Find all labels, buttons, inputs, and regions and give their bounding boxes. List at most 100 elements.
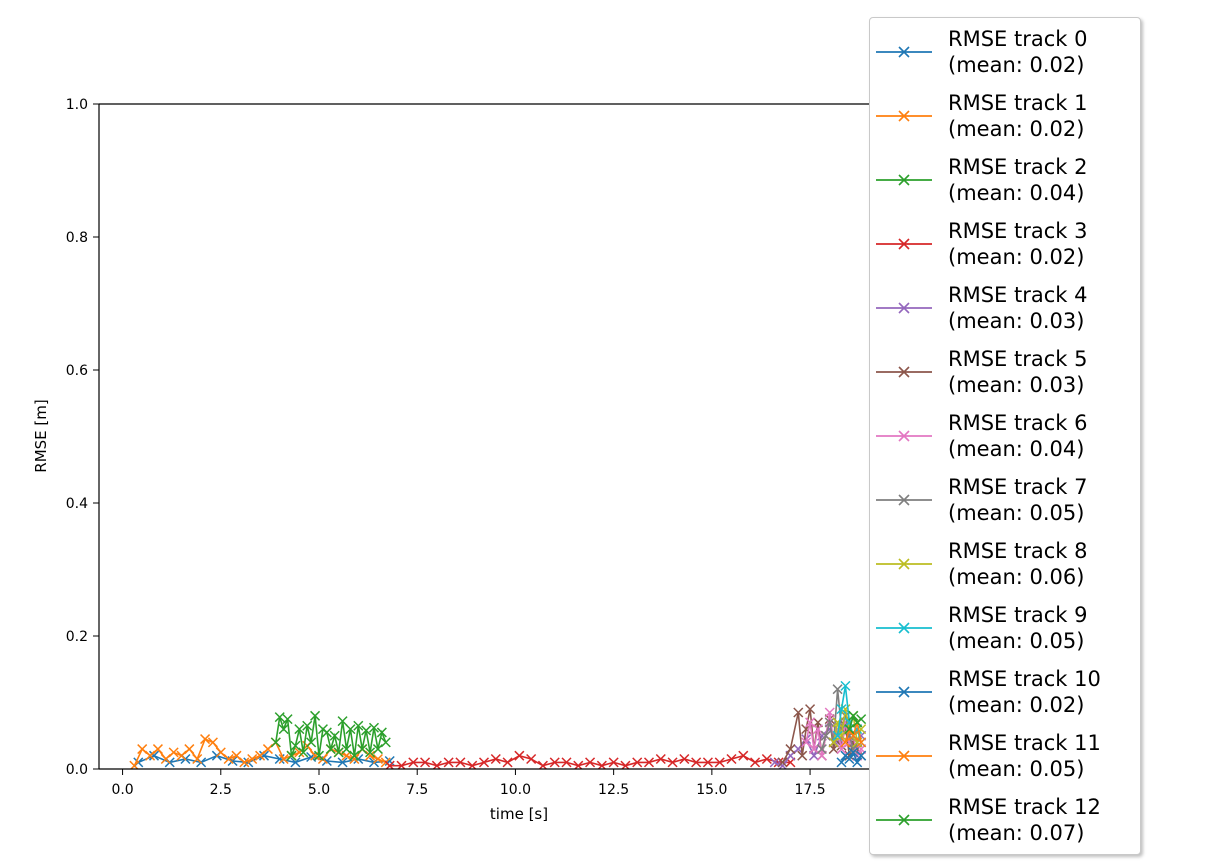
data-point-marker xyxy=(345,724,356,735)
legend-swatch xyxy=(876,622,932,634)
data-point-marker xyxy=(738,750,749,761)
legend-entry-track-10: RMSE track 10 (mean: 0.02) xyxy=(870,660,1140,724)
legend-series-name: RMSE track 7 xyxy=(948,475,1088,499)
data-point-marker xyxy=(836,704,847,715)
legend-series-name: RMSE track 8 xyxy=(948,539,1088,563)
data-point-marker xyxy=(160,753,171,765)
data-point-marker xyxy=(420,757,431,768)
legend-series-name: RMSE track 9 xyxy=(948,603,1088,627)
legend-label: RMSE track 9 (mean: 0.05) xyxy=(948,602,1087,654)
data-point-marker xyxy=(526,753,537,765)
data-point-marker xyxy=(714,757,725,768)
data-point-marker xyxy=(478,757,490,768)
legend-entry-track-8: RMSE track 8 (mean: 0.06) xyxy=(870,532,1140,596)
legend-series-name: RMSE track 11 xyxy=(948,731,1101,755)
legend-entry-track-3: RMSE track 3 (mean: 0.02) xyxy=(870,212,1140,276)
legend-label: RMSE track 5 (mean: 0.03) xyxy=(948,346,1087,398)
legend-swatch-marker xyxy=(898,238,910,250)
legend-swatch xyxy=(876,558,932,570)
data-point-marker xyxy=(282,714,293,725)
legend-swatch-marker xyxy=(898,366,910,378)
data-point-marker xyxy=(824,707,835,718)
data-point-marker xyxy=(808,744,820,755)
data-point-marker xyxy=(258,750,270,761)
data-point-marker xyxy=(255,750,266,761)
legend-swatch xyxy=(876,302,932,314)
data-point-marker xyxy=(341,744,352,755)
data-point-marker xyxy=(207,737,218,748)
legend-series-mean: (mean: 0.05) xyxy=(948,629,1085,653)
y-tick-label: 1.0 xyxy=(66,97,88,113)
data-point-marker xyxy=(848,744,859,755)
data-point-marker xyxy=(805,704,816,715)
data-point-marker xyxy=(667,757,678,768)
data-point-marker xyxy=(325,744,336,755)
data-point-marker xyxy=(852,757,863,768)
legend-series-mean: (mean: 0.02) xyxy=(948,245,1085,269)
legend-series-mean: (mean: 0.05) xyxy=(948,757,1085,781)
data-point-marker xyxy=(514,750,525,761)
data-point-marker xyxy=(820,730,831,741)
data-point-marker xyxy=(137,744,148,755)
legend-swatch-marker xyxy=(898,622,910,634)
legend-entry-track-1: RMSE track 1 (mean: 0.02) xyxy=(870,84,1140,148)
data-point-marker xyxy=(824,717,835,728)
legend-label: RMSE track 10 (mean: 0.02) xyxy=(948,666,1101,718)
data-point-marker xyxy=(215,747,226,758)
legend-series-mean: (mean: 0.05) xyxy=(948,501,1085,525)
data-point-marker xyxy=(176,750,187,761)
data-point-marker xyxy=(726,753,737,765)
data-point-marker xyxy=(353,720,364,731)
legend-series-mean: (mean: 0.04) xyxy=(948,437,1085,461)
legend-swatch-marker xyxy=(898,430,910,442)
legend-swatch-marker xyxy=(898,686,910,698)
legend-series-name: RMSE track 1 xyxy=(948,91,1088,115)
data-point-marker xyxy=(152,744,163,755)
series-track-12 xyxy=(844,710,867,735)
data-point-marker xyxy=(365,747,376,758)
data-point-marker xyxy=(561,757,572,768)
legend-swatch-marker xyxy=(898,302,910,314)
data-point-marker xyxy=(349,750,360,761)
plot-area xyxy=(99,104,869,769)
data-point-marker xyxy=(805,717,816,728)
legend-entry-track-7: RMSE track 7 (mean: 0.05) xyxy=(870,468,1140,532)
x-tick-label: 7.5 xyxy=(406,782,428,798)
data-point-marker xyxy=(797,750,808,761)
legend-entry-track-11: RMSE track 11 (mean: 0.05) xyxy=(870,724,1140,788)
legend-series-name: RMSE track 12 xyxy=(948,795,1101,819)
legend-series-mean: (mean: 0.02) xyxy=(948,53,1085,77)
data-point-marker xyxy=(298,747,309,758)
data-point-marker xyxy=(247,753,258,765)
legend-swatch-marker xyxy=(898,174,910,186)
data-point-marker xyxy=(844,753,855,765)
legend-label: RMSE track 6 (mean: 0.04) xyxy=(948,410,1087,462)
data-point-marker xyxy=(200,734,211,745)
legend-swatch xyxy=(876,750,932,762)
data-point-marker xyxy=(270,737,281,748)
data-point-marker xyxy=(357,744,368,755)
x-axis-label: time [s] xyxy=(490,805,548,823)
data-point-marker xyxy=(816,744,827,755)
data-point-marker xyxy=(168,747,179,758)
series-track-10 xyxy=(836,747,867,768)
data-point-marker xyxy=(785,744,796,755)
data-point-marker xyxy=(290,757,301,768)
x-tick-label: 0.0 xyxy=(111,782,133,798)
data-point-marker xyxy=(632,757,643,768)
legend-series-name: RMSE track 10 xyxy=(948,667,1101,691)
data-point-marker xyxy=(294,724,305,735)
legend-label: RMSE track 7 (mean: 0.05) xyxy=(948,474,1087,526)
legend-series-mean: (mean: 0.04) xyxy=(948,181,1085,205)
legend-series-name: RMSE track 4 xyxy=(948,283,1088,307)
y-tick-label: 0.4 xyxy=(66,496,88,512)
legend-series-mean: (mean: 0.02) xyxy=(948,693,1085,717)
legend-label: RMSE track 4 (mean: 0.03) xyxy=(948,282,1087,334)
data-point-marker xyxy=(376,727,387,738)
y-axis-label: RMSE [m] xyxy=(32,399,50,472)
data-point-marker xyxy=(306,737,317,748)
data-point-marker xyxy=(848,747,859,758)
x-tick-label: 2.5 xyxy=(210,782,232,798)
legend-label: RMSE track 12 (mean: 0.07) xyxy=(948,794,1101,846)
